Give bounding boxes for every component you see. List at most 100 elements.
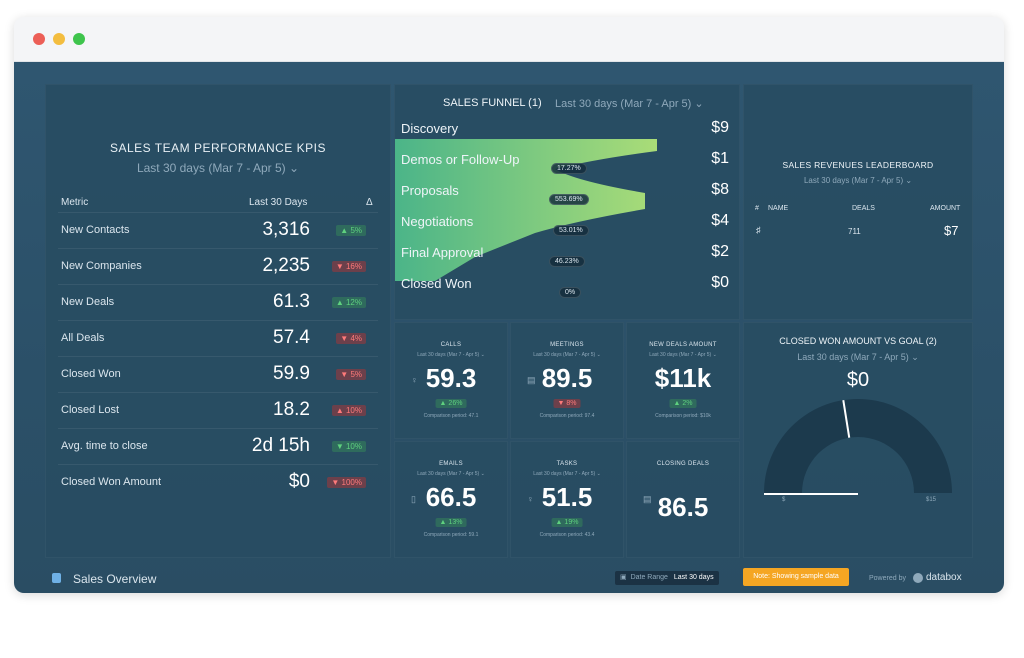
kpi-change-badge: ▲ 12% [331, 297, 366, 308]
metric-value: 51.5 [541, 482, 593, 512]
leaderboard-date-range[interactable]: Last 30 days (Mar 7 - Apr 5) ⌄ [803, 176, 913, 185]
funnel-conversion-rate: 553.69% [549, 194, 589, 205]
funnel-stage-value: $2 [711, 243, 729, 260]
databox-brand[interactable]: databox [926, 572, 962, 583]
kpi-row: New Deals 61.3 ▲ 12% [58, 284, 378, 321]
kpi-metric-name: Closed Won Amount [61, 476, 162, 488]
funnel-conversion-rate: 17.27% [551, 163, 587, 174]
kpi-change-badge: ▼ 10% [331, 441, 366, 452]
user-icon: ♀ [411, 375, 418, 385]
kpi-metric-name: New Companies [61, 260, 142, 272]
kpi-change-badge: ▼ 4% [336, 333, 366, 344]
document-icon: ▯ [411, 494, 416, 504]
kpi-row: Closed Lost 18.2 ▲ 10% [58, 392, 378, 429]
gauge-date-range[interactable]: Last 30 days (Mar 7 - Apr 5) ⌄ [797, 352, 919, 362]
kpi-change-badge: ▲ 10% [331, 405, 366, 416]
gauge-max-label: $15 [926, 497, 937, 503]
funnel-conversion-rate: 46.23% [549, 256, 585, 267]
metric-date-range[interactable]: Last 30 days (Mar 7 - Apr 5) ⌄ [417, 352, 485, 358]
metric-date-range[interactable]: Last 30 days (Mar 7 - Apr 5) ⌄ [417, 471, 485, 477]
funnel-panel: SALES FUNNEL (1) Last 30 days (Mar 7 - A… [394, 84, 740, 320]
kpi-date-range[interactable]: Last 30 days (Mar 7 - Apr 5) ⌄ [136, 161, 300, 175]
metric-value: $11k [654, 363, 712, 393]
kpi-change-badge: ▼ 5% [336, 369, 366, 380]
metric-panel-closing-deals: CLOSING DEALS ▤ 86.5 [626, 441, 740, 558]
funnel-date-range[interactable]: Last 30 days (Mar 7 - Apr 5) ⌄ [555, 98, 704, 110]
metric-comparison: Comparison period: 43.4 [539, 532, 595, 538]
funnel-stage-value: $4 [711, 212, 729, 229]
kpi-row: Closed Won Amount $0 ▼ 100% [58, 464, 378, 501]
metric-change-badge: ▼ 8% [553, 399, 581, 408]
funnel-stage-label: Proposals [401, 183, 459, 198]
kpi-metric-value: 59.9 [273, 363, 310, 384]
kpi-metric-name: Closed Lost [61, 404, 120, 416]
maximize-window-button[interactable] [73, 33, 85, 45]
metric-title: CLOSING DEALS [656, 461, 710, 467]
gauge-panel: CLOSED WON AMOUNT VS GOAL (2) Last 30 da… [743, 322, 973, 558]
kpi-metric-name: New Contacts [61, 224, 130, 236]
metric-title: MEETINGS [550, 342, 584, 348]
dashboard: SALES TEAM PERFORMANCE KPIS Last 30 days… [14, 62, 1004, 593]
leaderboard-title: SALES REVENUES LEADERBOARD [782, 160, 934, 170]
kpi-metric-value: 3,316 [262, 219, 310, 240]
kpi-metric-value: 2,235 [262, 255, 310, 276]
kpi-metric-value: 57.4 [273, 327, 310, 348]
briefcase-icon: ▤ [643, 494, 652, 504]
leaderboard-col-rank: # [755, 205, 759, 212]
browser-window: SALES TEAM PERFORMANCE KPIS Last 30 days… [14, 17, 1004, 593]
funnel-stage-label: Final Approval [401, 245, 484, 260]
user-icon: ♀ [527, 494, 534, 504]
metric-date-range[interactable]: Last 30 days (Mar 7 - Apr 5) ⌄ [649, 352, 717, 358]
kpi-row: New Contacts 3,316 ▲ 5% [58, 212, 378, 249]
kpi-change-badge: ▲ 5% [336, 225, 366, 236]
gauge-min-label: $ [782, 497, 786, 503]
date-range-selector[interactable]: ▣ Date Range Last 30 days [615, 571, 719, 585]
gauge-track [764, 399, 952, 493]
funnel-conversion-rate: 53.01% [553, 225, 589, 236]
kpi-metric-name: New Deals [61, 296, 115, 308]
date-range-value: Last 30 days [673, 574, 714, 581]
leaderboard-panel: SALES REVENUES LEADERBOARD Last 30 days … [743, 84, 973, 320]
dashboard-title[interactable]: Sales Overview [73, 572, 157, 586]
funnel-stage-value: $0 [711, 274, 729, 291]
close-window-button[interactable] [33, 33, 45, 45]
window-titlebar [14, 17, 1004, 62]
kpi-col-metric: Metric [61, 197, 89, 208]
metric-change-badge: ▲ 19% [551, 518, 583, 527]
metric-comparison: Comparison period: 59.1 [423, 532, 479, 538]
briefcase-icon: ▤ [527, 375, 536, 385]
metric-comparison: Comparison period: $10k [655, 413, 711, 419]
leaderboard-amount: $7 [944, 223, 959, 238]
leaderboard-col-deals: DEALS [852, 205, 875, 212]
sample-data-notice[interactable]: Note: Showing sample data [743, 568, 849, 586]
metric-change-badge: ▲ 26% [435, 399, 467, 408]
metric-panel-calls: CALLS Last 30 days (Mar 7 - Apr 5) ⌄ ♀ 59.3… [394, 322, 508, 439]
funnel-stage-label: Negotiations [401, 214, 474, 229]
minimize-window-button[interactable] [53, 33, 65, 45]
metric-panel-emails: EMAILS Last 30 days (Mar 7 - Apr 5) ⌄ ▯ 66.… [394, 441, 508, 558]
metric-panel-new-deals-amount: NEW DEALS AMOUNT Last 30 days (Mar 7 - Ap… [626, 322, 740, 439]
metric-panel-tasks: TASKS Last 30 days (Mar 7 - Apr 5) ⌄ ♀ 51.5… [510, 441, 624, 558]
kpi-metric-value: 18.2 [273, 399, 310, 420]
kpi-metric-name: Avg. time to close [61, 440, 148, 452]
kpi-col-period: Last 30 Days [249, 197, 308, 208]
kpi-change-badge: ▼ 100% [327, 477, 366, 488]
kpi-row: Closed Won 59.9 ▼ 5% [58, 356, 378, 393]
kpi-metric-value: 61.3 [273, 291, 310, 312]
funnel-stage-value: $9 [711, 119, 729, 136]
funnel-stage-value: $8 [711, 181, 729, 198]
kpi-row: Avg. time to close 2d 15h ▼ 10% [58, 428, 378, 465]
gauge-value: $0 [846, 369, 870, 391]
funnel-stage-label: Discovery [401, 121, 459, 136]
metric-date-range[interactable]: Last 30 days (Mar 7 - Apr 5) ⌄ [533, 352, 601, 358]
kpi-title: SALES TEAM PERFORMANCE KPIS [110, 141, 326, 155]
metric-value: 59.3 [425, 363, 477, 393]
kpi-metric-name: Closed Won [61, 368, 121, 380]
metric-date-range[interactable]: Last 30 days (Mar 7 - Apr 5) ⌄ [533, 471, 601, 477]
leaderboard-col-amount: AMOUNT [930, 205, 961, 212]
metric-title: CALLS [440, 342, 462, 348]
metric-panel-meetings: MEETINGS Last 30 days (Mar 7 - Apr 5) ⌄ ▤ 8… [510, 322, 624, 439]
kpi-panel: SALES TEAM PERFORMANCE KPIS Last 30 days… [45, 84, 391, 558]
metric-value: 89.5 [541, 363, 593, 393]
funnel-conversion-rate: 0% [559, 287, 582, 298]
